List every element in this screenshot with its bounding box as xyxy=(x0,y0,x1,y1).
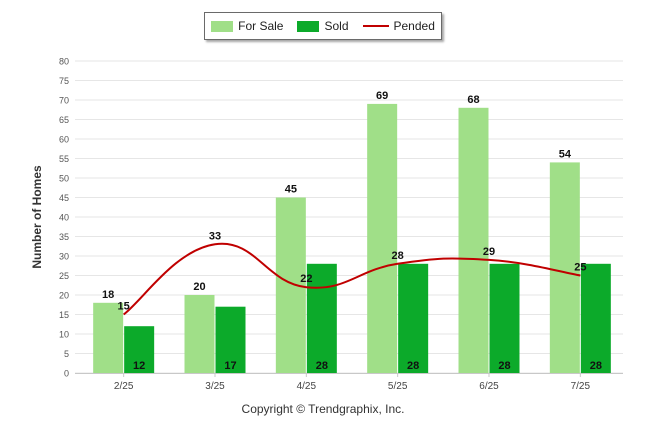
bar-for-sale xyxy=(275,197,306,373)
data-label-for-sale: 18 xyxy=(102,289,114,301)
legend-swatch-sold xyxy=(297,20,320,32)
data-label-sold: 17 xyxy=(224,360,236,372)
y-tick-label: 75 xyxy=(59,76,69,86)
data-label-pended: 25 xyxy=(574,262,586,274)
y-tick-label: 40 xyxy=(59,213,69,223)
legend-label-pended: Pended xyxy=(393,19,435,33)
data-label-sold: 28 xyxy=(590,360,602,372)
data-label-pended: 15 xyxy=(118,301,130,313)
bar-for-sale xyxy=(184,295,215,373)
y-tick-label: 5 xyxy=(64,349,69,359)
y-tick-label: 65 xyxy=(59,115,69,125)
x-tick-label: 4/25 xyxy=(297,381,317,392)
y-tick-label: 80 xyxy=(59,57,69,67)
legend-label-sold: Sold xyxy=(324,19,349,33)
y-tick-label: 60 xyxy=(59,135,69,145)
data-label-pended: 28 xyxy=(392,250,404,262)
bar-sold xyxy=(489,263,520,373)
x-tick-label: 5/25 xyxy=(388,381,408,392)
legend-item-sold[interactable]: Sold xyxy=(297,19,349,33)
y-tick-label: 35 xyxy=(59,232,69,242)
data-label-for-sale: 20 xyxy=(193,281,205,293)
legend-item-for-sale[interactable]: For Sale xyxy=(211,19,283,33)
y-tick-label: 20 xyxy=(59,291,69,301)
data-label-for-sale: 68 xyxy=(467,94,479,106)
bar-sold xyxy=(124,326,155,373)
legend-item-pended[interactable]: Pended xyxy=(362,19,435,33)
data-label-for-sale: 45 xyxy=(285,184,297,196)
data-label-pended: 22 xyxy=(300,273,312,285)
x-tick-label: 3/25 xyxy=(205,381,225,392)
legend: For Sale Sold Pended xyxy=(204,12,442,40)
x-tick-label: 7/25 xyxy=(571,381,591,392)
y-tick-label: 10 xyxy=(59,330,69,340)
y-tick-label: 0 xyxy=(64,369,69,379)
bar-sold xyxy=(580,263,611,373)
bar-for-sale xyxy=(93,302,124,373)
legend-swatch-for-sale xyxy=(211,20,234,32)
legend-swatch-pended xyxy=(362,25,389,27)
copyright-text: Copyright © Trendgraphix, Inc. xyxy=(241,402,405,416)
data-label-for-sale: 54 xyxy=(559,148,572,160)
data-label-sold: 12 xyxy=(133,360,145,372)
y-tick-label: 55 xyxy=(59,154,69,164)
bar-sold xyxy=(306,263,337,373)
y-tick-label: 30 xyxy=(59,252,69,262)
bar-for-sale xyxy=(549,162,580,373)
y-tick-label: 25 xyxy=(59,271,69,281)
data-label-sold: 28 xyxy=(498,360,510,372)
x-tick-label: 6/25 xyxy=(479,381,499,392)
bar-for-sale xyxy=(458,107,489,374)
bar-sold xyxy=(398,263,429,373)
data-label-pended: 29 xyxy=(483,246,495,258)
data-label-sold: 28 xyxy=(407,360,419,372)
legend-label-for-sale: For Sale xyxy=(238,19,284,33)
y-tick-label: 50 xyxy=(59,174,69,184)
y-tick-label: 15 xyxy=(59,310,69,320)
bar-sold xyxy=(215,306,246,373)
data-label-sold: 28 xyxy=(316,360,328,372)
line-pended xyxy=(123,242,581,316)
data-label-pended: 33 xyxy=(209,230,221,242)
y-axis-title: Number of Homes xyxy=(30,165,44,269)
bar-for-sale xyxy=(367,103,398,374)
data-label-for-sale: 69 xyxy=(376,90,388,102)
y-tick-label: 70 xyxy=(59,96,69,106)
x-tick-label: 2/25 xyxy=(114,381,134,392)
y-tick-label: 45 xyxy=(59,193,69,203)
